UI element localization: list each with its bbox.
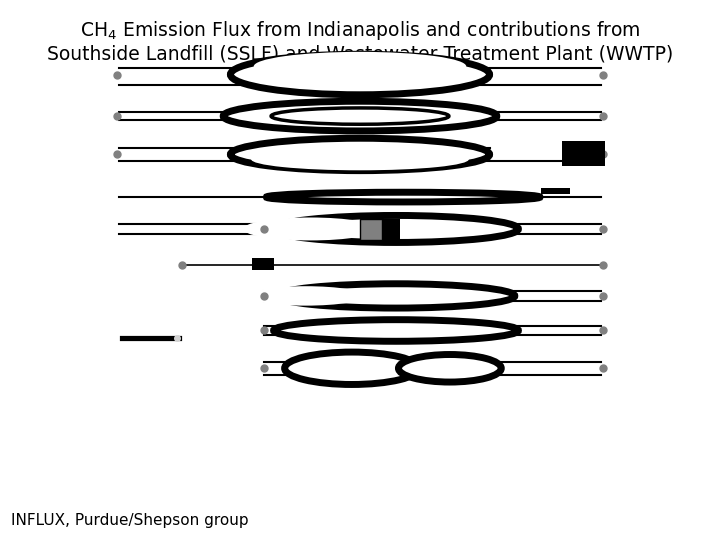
Ellipse shape [277, 284, 515, 308]
Text: INFLUX, Purdue/Shepson group: INFLUX, Purdue/Shepson group [11, 513, 248, 528]
Ellipse shape [253, 52, 467, 81]
Ellipse shape [274, 320, 518, 341]
Bar [541, 188, 570, 194]
Bar [562, 141, 605, 166]
Ellipse shape [223, 101, 497, 131]
Ellipse shape [284, 352, 419, 384]
Ellipse shape [246, 286, 365, 306]
Ellipse shape [230, 138, 490, 171]
Ellipse shape [266, 192, 540, 202]
Bar [252, 258, 274, 270]
Ellipse shape [243, 218, 378, 240]
Ellipse shape [230, 54, 490, 95]
Ellipse shape [274, 215, 518, 242]
Text: CH$_4$ Emission Flux from Indianapolis and contributions from
Southside Landfill: CH$_4$ Emission Flux from Indianapolis a… [47, 19, 673, 64]
Bar [360, 219, 382, 240]
Ellipse shape [271, 108, 449, 124]
Bar [382, 219, 400, 240]
Ellipse shape [251, 148, 469, 170]
Ellipse shape [398, 354, 501, 382]
